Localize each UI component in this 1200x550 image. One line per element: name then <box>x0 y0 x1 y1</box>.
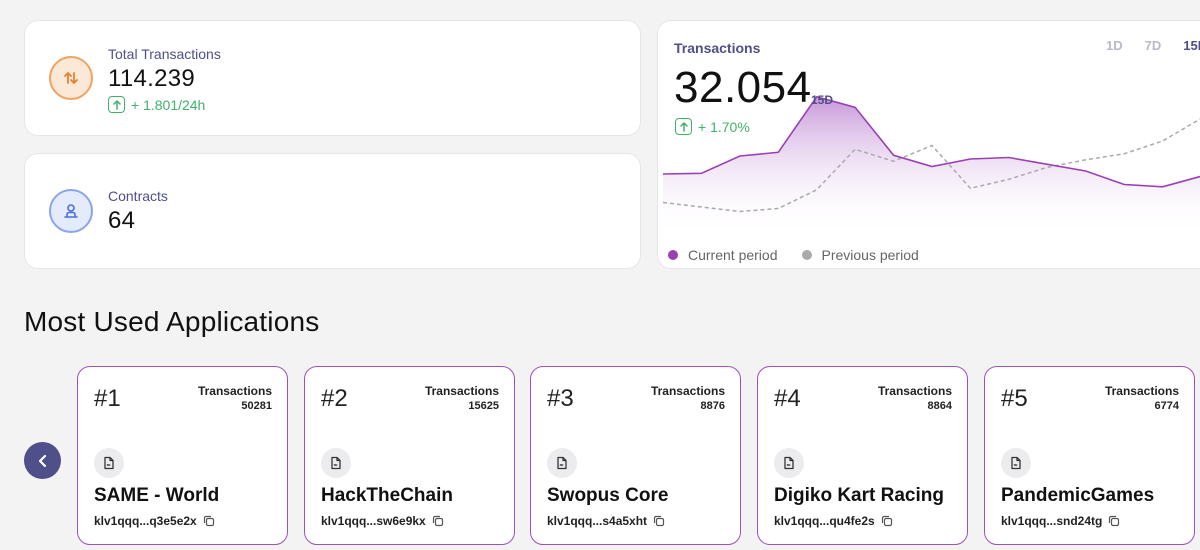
app-transactions-value: 6774 <box>1154 400 1179 412</box>
app-address-row: klv1qqq...qu4fe2s <box>774 514 893 528</box>
app-card-3[interactable]: #3 Transactions 8876 Swopus Core klv1qqq… <box>530 366 741 545</box>
app-transactions-value: 8864 <box>927 400 952 412</box>
contract-file-icon <box>547 448 577 478</box>
app-address: klv1qqq...snd24tg <box>1001 514 1103 528</box>
range-tabs: 1D 7D 15D <box>1106 38 1200 53</box>
app-transactions-value: 50281 <box>241 400 272 412</box>
app-name: Digiko Kart Racing <box>774 485 944 506</box>
contracts-card: Contracts 64 <box>24 153 641 269</box>
app-transactions-label: Transactions <box>197 384 272 398</box>
app-address-row: klv1qqq...q3e5e2x <box>94 514 215 528</box>
app-transactions-label: Transactions <box>1104 384 1179 398</box>
app-rank: #5 <box>1001 385 1028 412</box>
copy-icon[interactable] <box>653 515 665 527</box>
app-address-row: klv1qqq...snd24tg <box>1001 514 1120 528</box>
app-rank: #1 <box>94 385 121 412</box>
contract-file-icon <box>774 448 804 478</box>
app-name: Swopus Core <box>547 485 669 506</box>
contract-user-icon <box>49 189 93 233</box>
app-name: SAME - World <box>94 485 220 506</box>
legend-current-label: Current period <box>688 247 778 263</box>
range-tab-1d[interactable]: 1D <box>1106 38 1123 53</box>
range-tab-15d[interactable]: 15D <box>1183 38 1200 53</box>
app-name: HackTheChain <box>321 485 453 506</box>
total-transactions-delta: + 1.801/24h <box>108 96 205 113</box>
transactions-chart-card: Transactions 1D 7D 15D 32.054 15D + 1.70… <box>657 20 1200 269</box>
app-card-5[interactable]: #5 Transactions 6774 PandemicGames klv1q… <box>984 366 1195 545</box>
app-rank: #4 <box>774 385 801 412</box>
app-address: klv1qqq...q3e5e2x <box>94 514 197 528</box>
app-card-1[interactable]: #1 Transactions 50281 SAME - World klv1q… <box>77 366 288 545</box>
app-address: klv1qqq...qu4fe2s <box>774 514 875 528</box>
copy-icon[interactable] <box>203 515 215 527</box>
app-address: klv1qqq...sw6e9kx <box>321 514 426 528</box>
legend-current-dot <box>668 250 678 260</box>
legend-previous: Previous period <box>801 247 919 263</box>
copy-icon[interactable] <box>432 515 444 527</box>
contracts-value: 64 <box>108 207 136 234</box>
transactions-chart <box>663 95 1200 236</box>
legend-current: Current period <box>668 247 778 263</box>
total-transactions-label: Total Transactions <box>108 46 221 62</box>
app-rank: #2 <box>321 385 348 412</box>
arrow-up-icon <box>675 118 692 135</box>
app-card-2[interactable]: #2 Transactions 15625 HackTheChain klv1q… <box>304 366 515 545</box>
app-card-4[interactable]: #4 Transactions 8864 Digiko Kart Racing … <box>757 366 968 545</box>
chart-value: 32.054 <box>674 63 812 112</box>
contract-file-icon <box>321 448 351 478</box>
section-title: Most Used Applications <box>24 306 320 337</box>
arrow-up-icon <box>108 96 125 113</box>
contracts-label: Contracts <box>108 188 168 204</box>
total-transactions-card: Total Transactions 114.239 + 1.801/24h <box>24 20 641 136</box>
range-tab-7d[interactable]: 7D <box>1144 38 1162 53</box>
carousel-prev-button[interactable] <box>24 442 61 479</box>
copy-icon[interactable] <box>1108 515 1120 527</box>
app-address: klv1qqq...s4a5xht <box>547 514 648 528</box>
app-address-row: klv1qqq...sw6e9kx <box>321 514 444 528</box>
contract-file-icon <box>94 448 124 478</box>
app-transactions-label: Transactions <box>424 384 499 398</box>
legend-previous-dot <box>801 250 812 260</box>
swap-arrows-icon <box>49 56 93 100</box>
app-transactions-label: Transactions <box>650 384 725 398</box>
chart-title: Transactions <box>674 40 761 56</box>
total-transactions-value: 114.239 <box>108 65 196 92</box>
chart-delta-text: + 1.70% <box>698 118 750 135</box>
chart-period: 15D <box>811 93 834 107</box>
app-transactions-label: Transactions <box>877 384 952 398</box>
app-transactions-value: 8876 <box>700 400 725 412</box>
total-transactions-delta-text: + 1.801/24h <box>131 96 206 113</box>
chart-delta: + 1.70% <box>675 118 750 135</box>
app-rank: #3 <box>547 385 574 412</box>
app-address-row: klv1qqq...s4a5xht <box>547 514 665 528</box>
chart-legend: Current period Previous period <box>668 247 919 263</box>
legend-previous-label: Previous period <box>821 247 919 263</box>
app-transactions-value: 15625 <box>468 400 499 412</box>
chevron-left-icon <box>38 454 46 467</box>
app-name: PandemicGames <box>1001 485 1155 506</box>
contract-file-icon <box>1001 448 1031 478</box>
copy-icon[interactable] <box>881 515 893 527</box>
